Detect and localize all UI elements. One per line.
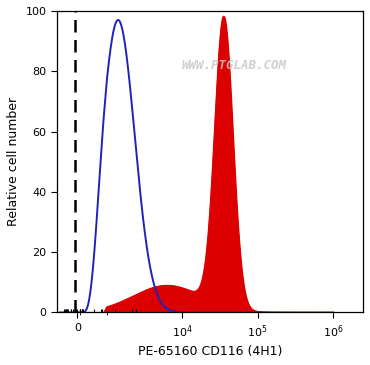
X-axis label: PE-65160 CD116 (4H1): PE-65160 CD116 (4H1) xyxy=(138,345,282,358)
Text: WWW.PTGLAB.COM: WWW.PTGLAB.COM xyxy=(182,59,287,72)
Y-axis label: Relative cell number: Relative cell number xyxy=(7,97,20,226)
